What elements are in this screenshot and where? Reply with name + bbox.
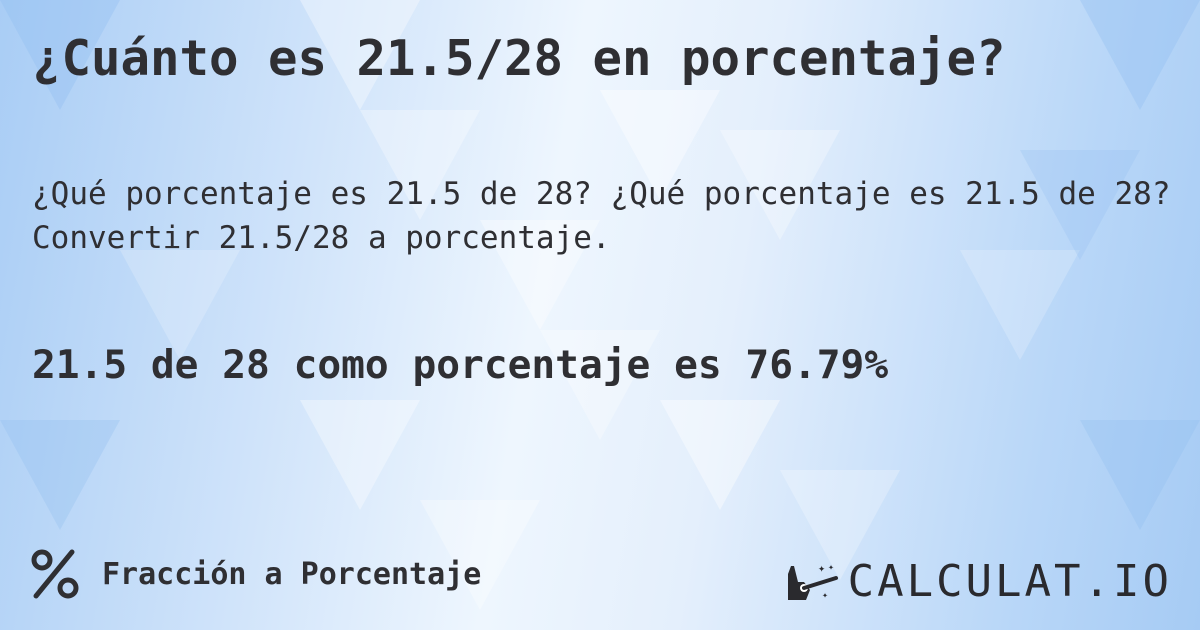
calculat-io-logo[interactable]: ✦ ✦ ✦ CALCULAT.IO <box>784 556 1172 607</box>
result-text: 21.5 de 28 como porcentaje es 76.79% <box>32 342 889 388</box>
category-label: Fracción a Porcentaje <box>102 556 482 592</box>
svg-text:✦: ✦ <box>818 561 825 575</box>
svg-text:✦: ✦ <box>822 590 828 601</box>
svg-text:✦: ✦ <box>828 562 834 573</box>
logo-text: CALCULAT.IO <box>847 556 1172 607</box>
percent-icon <box>31 549 79 599</box>
category-link[interactable]: Fracción a Porcentaje <box>30 548 481 600</box>
page-title: ¿Cuánto es 21.5/28 en porcentaje? <box>32 30 1006 87</box>
magic-hand-icon: ✦ ✦ ✦ <box>787 561 838 601</box>
subtitle: ¿Qué porcentaje es 21.5 de 28? ¿Qué porc… <box>32 176 1171 256</box>
